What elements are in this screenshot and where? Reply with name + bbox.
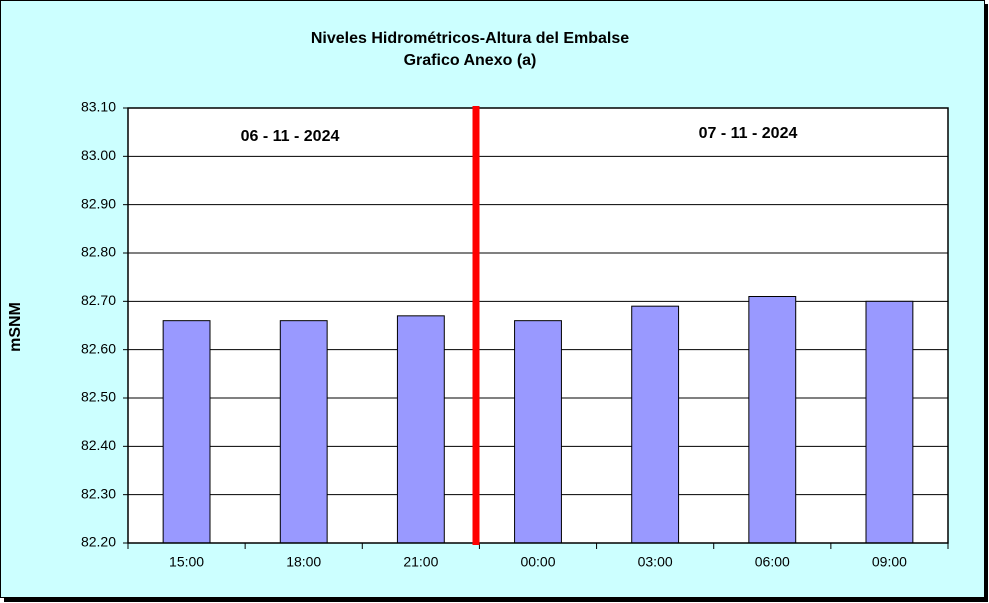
y-tick-label: 82.50 [81, 389, 116, 405]
bar [631, 305, 680, 544]
annotation: 07 - 11 - 2024 [699, 125, 798, 142]
y-axis-label: mSNM [7, 302, 24, 352]
annotation: 06 - 11 - 2024 [241, 128, 340, 145]
y-tick-label: 82.20 [81, 534, 116, 550]
x-tick-label: 06:00 [755, 554, 790, 570]
plot-border [127, 107, 949, 544]
bar [748, 296, 797, 544]
y-tick-label: 83.10 [81, 99, 116, 115]
y-tick-label: 83.00 [81, 147, 116, 163]
bar [514, 320, 562, 544]
y-tick-label: 82.90 [81, 195, 116, 211]
x-tick-label: 00:00 [520, 554, 555, 570]
y-tick-label: 82.40 [81, 437, 116, 453]
y-tick-label: 82.60 [81, 340, 116, 356]
x-tick-label: 15:00 [169, 554, 204, 570]
y-tick-label: 82.30 [81, 485, 116, 501]
chart-title: Niveles Hidrométricos-Altura del Embalse [311, 30, 629, 47]
bar [162, 320, 211, 544]
x-tick-label: 21:00 [403, 554, 438, 570]
x-tick-label: 18:00 [286, 554, 321, 570]
x-tick-label: 09:00 [872, 554, 907, 570]
y-tick-label: 82.80 [81, 244, 116, 260]
x-tick-label: 03:00 [638, 554, 673, 570]
bar [865, 300, 914, 544]
chart-subtitle: Grafico Anexo (a) [404, 52, 537, 69]
bar [396, 315, 445, 544]
bar [279, 320, 328, 544]
y-tick-label: 82.70 [81, 292, 116, 308]
